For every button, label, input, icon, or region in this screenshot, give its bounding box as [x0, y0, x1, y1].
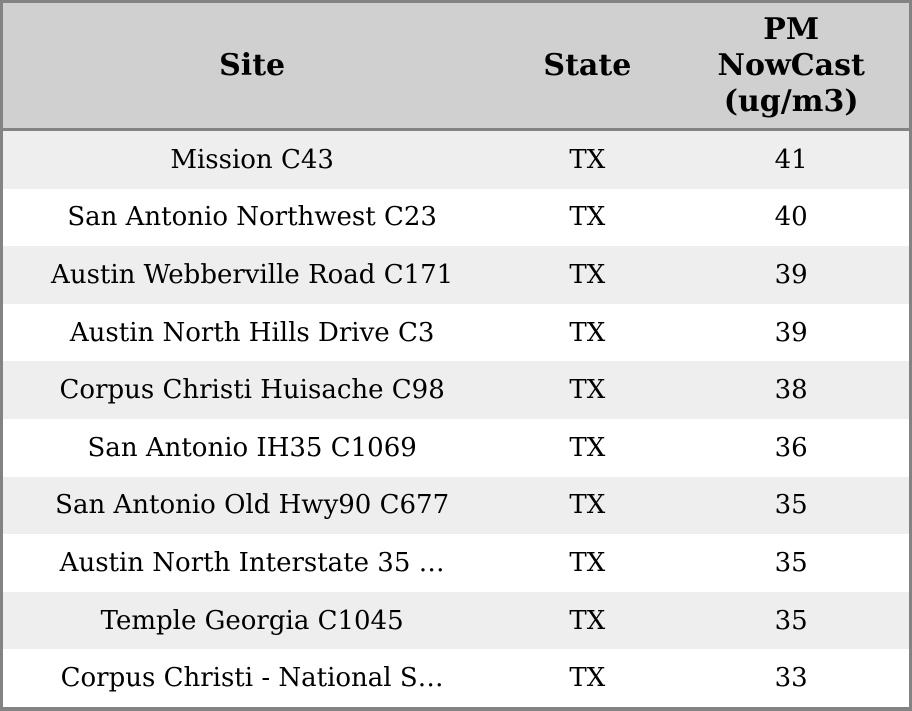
- table-row: Corpus Christi - National S… TX 33: [3, 649, 909, 707]
- state-cell: TX: [569, 202, 606, 233]
- site-cell: Temple Georgia C1045: [100, 605, 404, 636]
- table-header-row: Site State PM NowCast (ug/m3): [3, 3, 909, 131]
- pm-nowcast-value-cell: 39: [774, 259, 808, 290]
- table-row: Mission C43 TX 41: [3, 131, 909, 189]
- site-cell: Austin North Interstate 35 …: [59, 547, 445, 578]
- table-row: Temple Georgia C1045 TX 35: [3, 591, 909, 650]
- table-row: Austin Webberville Road C171 TX 39: [3, 246, 909, 304]
- column-header-pm-nowcast-label: PM NowCast (ug/m3): [717, 11, 865, 119]
- table-row: San Antonio Northwest C23 TX 40: [3, 188, 909, 247]
- site-cell: Austin Webberville Road C171: [51, 259, 454, 290]
- table-row: San Antonio IH35 C1069 TX 36: [3, 418, 909, 477]
- table-row: Austin North Hills Drive C3 TX 39: [3, 303, 909, 362]
- state-cell: TX: [569, 490, 606, 521]
- table-row: Austin North Interstate 35 … TX 35: [3, 534, 909, 592]
- state-cell: TX: [569, 547, 606, 578]
- pm-nowcast-value-cell: 35: [774, 605, 808, 636]
- pm-nowcast-value-cell: 40: [774, 202, 808, 233]
- column-header-pm-nowcast: PM NowCast (ug/m3): [673, 12, 909, 120]
- pm-nowcast-value-cell: 35: [774, 547, 808, 578]
- state-cell: TX: [569, 663, 606, 694]
- table-body: Mission C43 TX 41 San Antonio Northwest …: [3, 131, 909, 707]
- column-header-site: Site: [3, 48, 501, 84]
- site-cell: Corpus Christi Huisache C98: [59, 375, 445, 406]
- state-cell: TX: [569, 375, 606, 406]
- site-cell: San Antonio Old Hwy90 C677: [55, 490, 450, 521]
- pm-nowcast-value-cell: 41: [774, 144, 808, 175]
- site-cell: Corpus Christi - National S…: [60, 663, 444, 694]
- column-header-state-label: State: [543, 47, 632, 83]
- site-cell: Austin North Hills Drive C3: [69, 317, 435, 348]
- pm-nowcast-value-cell: 38: [774, 375, 808, 406]
- pm-nowcast-value-cell: 35: [774, 490, 808, 521]
- state-cell: TX: [569, 605, 606, 636]
- table-row: Corpus Christi Huisache C98 TX 38: [3, 361, 909, 419]
- state-cell: TX: [569, 432, 606, 463]
- table-row: San Antonio Old Hwy90 C677 TX 35: [3, 476, 909, 535]
- column-header-site-label: Site: [219, 47, 286, 83]
- site-cell: San Antonio Northwest C23: [67, 202, 437, 233]
- pm-nowcast-value-cell: 36: [774, 432, 808, 463]
- state-cell: TX: [569, 259, 606, 290]
- state-cell: TX: [569, 317, 606, 348]
- column-header-state: State: [501, 48, 673, 84]
- pm-nowcast-value-cell: 33: [774, 663, 808, 694]
- pm-nowcast-value-cell: 39: [774, 317, 808, 348]
- site-cell: San Antonio IH35 C1069: [87, 432, 417, 463]
- state-cell: TX: [569, 144, 606, 175]
- site-cell: Mission C43: [170, 144, 334, 175]
